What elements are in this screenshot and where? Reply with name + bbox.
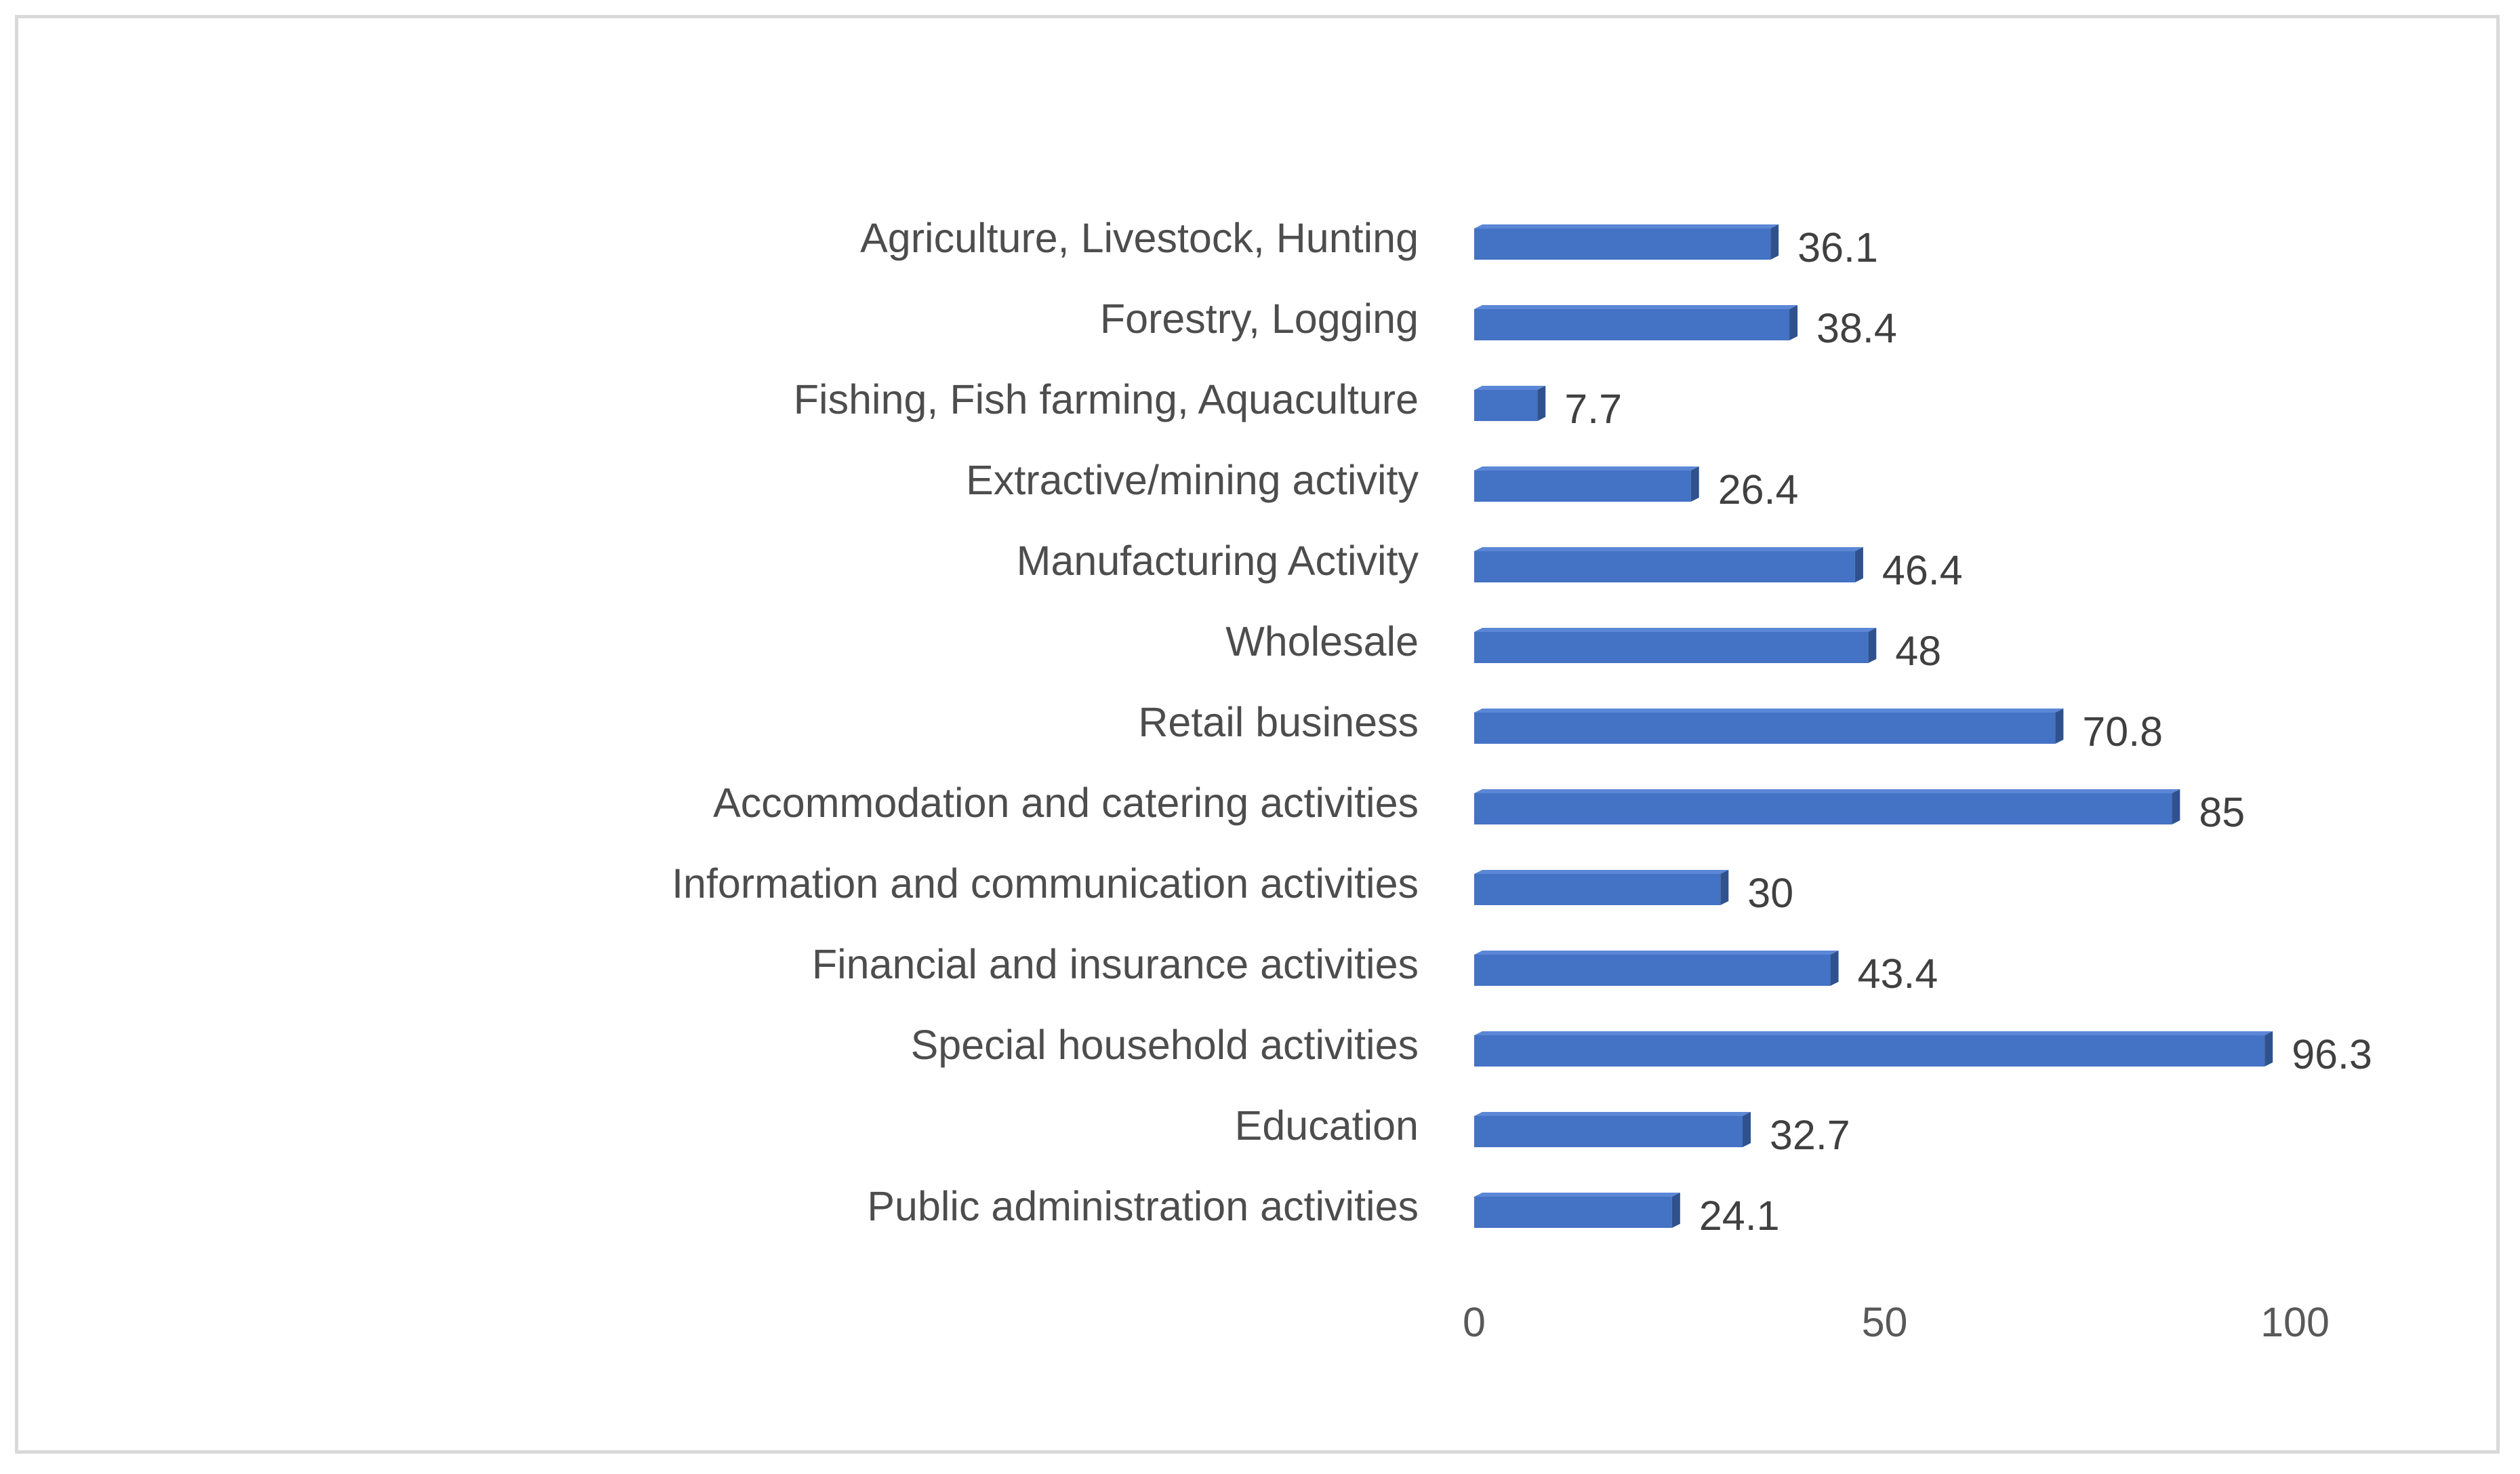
bar-top-face <box>1474 466 1699 471</box>
value-label: 43.4 <box>1858 951 1938 997</box>
category-label: Wholesale <box>1225 618 1419 664</box>
value-label: 85 <box>2199 789 2245 835</box>
bar-front-face <box>1474 793 2172 824</box>
category-label: Public administration activities <box>867 1183 1419 1229</box>
bar-front-face <box>1474 713 2056 744</box>
bar-top-face <box>1474 628 1877 632</box>
bar-side-face <box>1789 305 1798 340</box>
category-label: Information and communication activities <box>672 860 1419 907</box>
bar-side-face <box>2172 789 2180 824</box>
value-label: 48 <box>1895 628 1941 674</box>
bar <box>1474 466 1699 502</box>
value-label: 24.1 <box>1699 1193 1780 1239</box>
category-label: Education <box>1235 1102 1419 1149</box>
bar-front-face <box>1474 632 1869 663</box>
value-label: 7.7 <box>1564 386 1622 432</box>
bar-side-face <box>1854 547 1863 582</box>
category-label: Special household activities <box>911 1022 1419 1068</box>
bar-front-face <box>1474 390 1538 421</box>
bar-top-face <box>1474 1193 1680 1197</box>
category-label: Retail business <box>1138 699 1419 745</box>
bar <box>1474 870 1729 905</box>
bar-top-face <box>1474 547 1863 551</box>
value-labels: 36.1 38.4 7.7 26.4 46.4 48 70.8 85 30 43.4 96.3 32.… <box>1564 224 2372 1239</box>
bar-top-face <box>1474 951 1839 955</box>
value-label: 30 <box>1747 870 1793 916</box>
category-label: Fishing, Fish farming, Aquaculture <box>794 376 1419 422</box>
bar-top-face <box>1474 386 1546 390</box>
bar-front-face <box>1474 228 1771 260</box>
value-label: 70.8 <box>2082 709 2163 755</box>
bar-front-face <box>1474 1197 1672 1228</box>
category-label: Manufacturing Activity <box>1017 538 1419 584</box>
bar-side-face <box>1742 1112 1751 1147</box>
bar-top-face <box>1474 1031 2273 1035</box>
bar <box>1474 709 2064 744</box>
bar-side-face <box>1868 628 1877 663</box>
bar-front-face <box>1474 874 1721 905</box>
value-label: 46.4 <box>1882 547 1963 593</box>
bar-front-face <box>1474 309 1790 340</box>
bar <box>1474 224 1779 260</box>
bar-side-face <box>1770 224 1779 260</box>
category-label: Agriculture, Livestock, Hunting <box>860 215 1419 261</box>
bar-side-face <box>1720 870 1729 905</box>
bar-top-face <box>1474 305 1798 309</box>
bar <box>1474 547 1863 582</box>
bar <box>1474 386 1546 421</box>
x-tick-label: 50 <box>1862 1299 1908 1345</box>
category-label: Extractive/mining activity <box>966 457 1419 503</box>
x-axis-ticks: 0 50 100 <box>1463 1299 2330 1345</box>
bar-side-face <box>1537 386 1546 421</box>
value-label: 26.4 <box>1718 466 1799 513</box>
bar-front-face <box>1474 1116 1743 1147</box>
bar <box>1474 628 1877 663</box>
x-tick-label: 100 <box>2260 1299 2330 1345</box>
bar-side-face <box>2055 709 2064 744</box>
chart-frame <box>15 15 2500 1454</box>
bars-layer <box>1474 224 2273 1228</box>
bar-front-face <box>1474 471 1691 502</box>
category-labels: Agriculture, Livestock, Hunting Forestry,… <box>672 215 1419 1229</box>
bar <box>1474 1193 1680 1228</box>
bar-front-face <box>1474 1035 2265 1067</box>
bar-front-face <box>1474 955 1831 986</box>
bar-top-face <box>1474 789 2180 793</box>
bar-side-face <box>2264 1031 2273 1067</box>
x-tick-label: 0 <box>1463 1299 1486 1345</box>
bar <box>1474 789 2180 824</box>
category-label: Forestry, Logging <box>1100 296 1419 342</box>
bar-top-face <box>1474 870 1729 874</box>
bar-top-face <box>1474 224 1779 228</box>
bar-top-face <box>1474 1112 1751 1116</box>
value-label: 32.7 <box>1770 1112 1850 1158</box>
bar-side-face <box>1690 466 1699 502</box>
value-label: 96.3 <box>2292 1031 2372 1077</box>
value-label: 36.1 <box>1797 224 1878 271</box>
bar-side-face <box>1830 951 1839 986</box>
bar <box>1474 305 1798 340</box>
bar-top-face <box>1474 709 2064 713</box>
bar <box>1474 1112 1751 1147</box>
bar-front-face <box>1474 551 1855 582</box>
bar-side-face <box>1671 1193 1680 1228</box>
bar <box>1474 1031 2273 1067</box>
value-label: 38.4 <box>1816 305 1897 351</box>
category-label: Accommodation and catering activities <box>713 780 1419 826</box>
bar <box>1474 951 1839 986</box>
category-label: Financial and insurance activities <box>812 941 1419 987</box>
